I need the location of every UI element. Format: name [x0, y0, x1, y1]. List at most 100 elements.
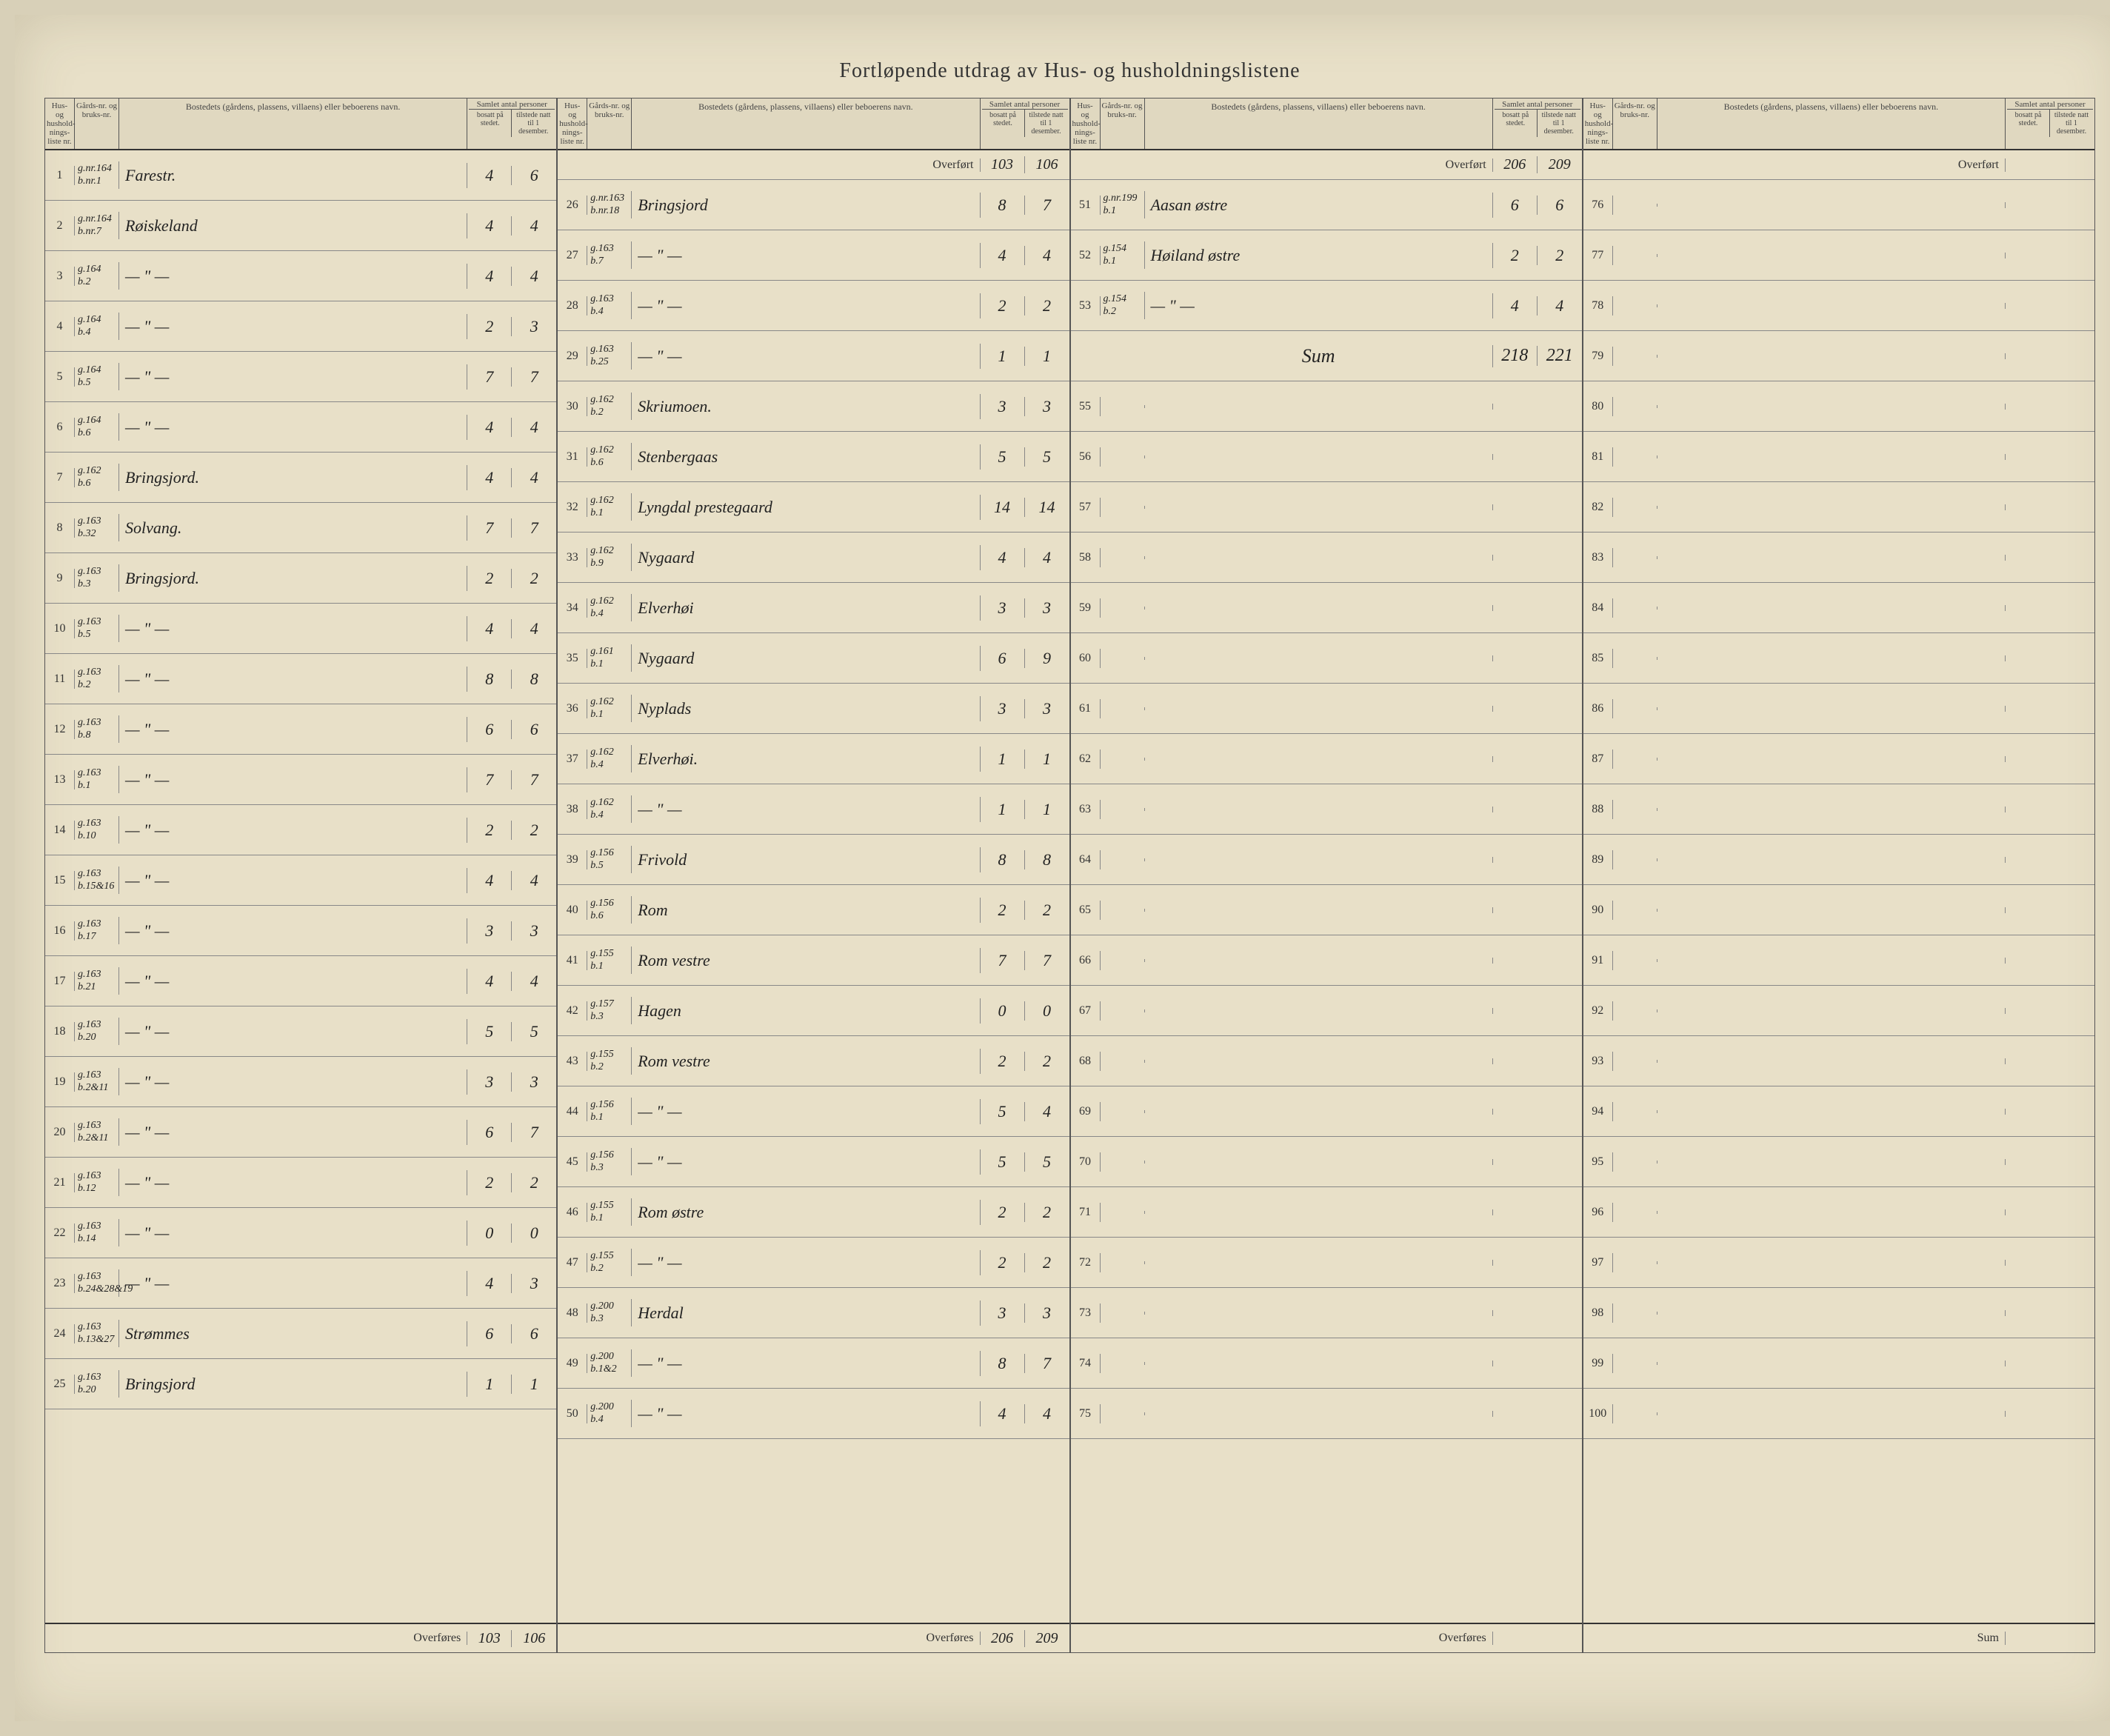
row-gard: g.164b.2 — [75, 262, 119, 290]
row-bosatt: 1 — [981, 347, 1025, 366]
row-num: 51 — [1071, 196, 1101, 215]
row-num: 10 — [45, 619, 75, 638]
row-name: Frivold — [632, 847, 980, 872]
row-tilstede: 0 — [512, 1223, 556, 1243]
row-name: Hagen — [632, 998, 980, 1024]
table-row: 47g.155b.2— " —22 — [558, 1238, 1069, 1288]
row-name: — " — — [119, 1120, 467, 1145]
row-tilstede: 7 — [1025, 1354, 1069, 1373]
row-tilstede: 2 — [1025, 1203, 1069, 1222]
row-tilstede: 5 — [1025, 447, 1069, 467]
row-num: 75 — [1071, 1404, 1101, 1423]
row-bosatt: 8 — [981, 1354, 1025, 1373]
col2-footer: Overføres 206 209 — [558, 1623, 1069, 1652]
table-row: 92 — [1583, 986, 2094, 1036]
row-gard: g.163b.25 — [587, 342, 632, 370]
row-tilstede: 4 — [1538, 296, 1582, 316]
row-bosatt: 8 — [981, 196, 1025, 215]
row-name: — " — — [632, 1401, 980, 1426]
row-gard: g.161b.1 — [587, 644, 632, 672]
row-num: 38 — [558, 800, 587, 819]
row-num: 74 — [1071, 1354, 1101, 1373]
table-row: 85 — [1583, 633, 2094, 684]
table-row: 17g.163b.21— " —44 — [45, 956, 556, 1006]
row-gard: g.155b.2 — [587, 1249, 632, 1277]
row-num: 30 — [558, 397, 587, 416]
table-row: 8g.163b.32Solvang.77 — [45, 503, 556, 553]
col3-footer: Overføres — [1071, 1623, 1582, 1652]
table-row: 41g.155b.1Rom vestre77 — [558, 935, 1069, 986]
row-num: 68 — [1071, 1052, 1101, 1071]
row-gard: g.154b.1 — [1101, 241, 1145, 270]
table-row: 62 — [1071, 734, 1582, 784]
row-num: 58 — [1071, 548, 1101, 567]
row-name: — " — — [119, 1069, 467, 1095]
row-name: Bringsjord — [119, 1372, 467, 1397]
row-num: 8 — [45, 518, 75, 538]
columns-container: Hus- og hushold-nings-liste nr. Gårds-nr… — [44, 98, 2095, 1653]
column-3: Hus- og hushold-nings-liste nr. Gårds-nr… — [1070, 98, 1583, 1653]
table-row: 24g.163b.13&27Strømmes66 — [45, 1309, 556, 1359]
table-row: 69 — [1071, 1086, 1582, 1137]
row-num: 100 — [1583, 1404, 1613, 1423]
table-row: 73 — [1071, 1288, 1582, 1338]
row-tilstede: 8 — [1025, 850, 1069, 869]
row-tilstede: 6 — [1538, 196, 1582, 215]
table-row: 68 — [1071, 1036, 1582, 1086]
table-row: 34g.162b.4Elverhøi33 — [558, 583, 1069, 633]
row-name: — " — — [119, 868, 467, 893]
column-1: Hus- og hushold-nings-liste nr. Gårds-nr… — [44, 98, 557, 1653]
table-row: 91 — [1583, 935, 2094, 986]
row-bosatt: 8 — [467, 670, 512, 689]
row-num: 66 — [1071, 951, 1101, 970]
row-name: — " — — [632, 1250, 980, 1275]
row-name: Solvang. — [119, 515, 467, 541]
table-row: 99 — [1583, 1338, 2094, 1389]
table-row: 3g.164b.2— " —44 — [45, 251, 556, 301]
row-gard: g.155b.1 — [587, 947, 632, 975]
row-bosatt: 4 — [981, 246, 1025, 265]
row-num: 60 — [1071, 649, 1101, 668]
hdr-bostedet: Bostedets (gårdens, plassens, villaens) … — [119, 99, 467, 149]
row-gard: g.162b.6 — [75, 464, 119, 492]
col1-rows: 1g.nr.164b.nr.1Farestr.462g.nr.164b.nr.7… — [45, 150, 556, 1409]
row-bosatt: 2 — [467, 1173, 512, 1192]
row-bosatt: 5 — [981, 1102, 1025, 1121]
row-bosatt: 3 — [467, 1072, 512, 1092]
row-tilstede: 1 — [1025, 347, 1069, 366]
row-num: 15 — [45, 871, 75, 890]
row-num: 21 — [45, 1173, 75, 1192]
table-row: 96 — [1583, 1187, 2094, 1238]
row-num: 49 — [558, 1354, 587, 1373]
row-name: Nygaard — [632, 646, 980, 671]
col4-empty-rows: 7677787980818283848586878889909192939495… — [1583, 180, 2094, 1439]
table-row: 22g.163b.14— " —00 — [45, 1208, 556, 1258]
row-gard: g.163b.15&16 — [75, 867, 119, 895]
row-name: — " — — [119, 969, 467, 994]
row-name: Rom vestre — [632, 1049, 980, 1074]
table-row: 76 — [1583, 180, 2094, 230]
table-row: 16g.163b.17— " —33 — [45, 906, 556, 956]
row-gard: g.163b.24&28&19 — [75, 1269, 119, 1298]
row-bosatt: 1 — [981, 800, 1025, 819]
table-row: 25g.163b.20Bringsjord11 — [45, 1359, 556, 1409]
row-gard: g.156b.1 — [587, 1098, 632, 1126]
row-num: 83 — [1583, 548, 1613, 567]
table-row: 71 — [1071, 1187, 1582, 1238]
table-row: 15g.163b.15&16— " —44 — [45, 855, 556, 906]
row-gard: g.163b.3 — [75, 564, 119, 592]
table-row: 66 — [1071, 935, 1582, 986]
row-num: 16 — [45, 921, 75, 941]
row-num: 59 — [1071, 598, 1101, 618]
row-num: 18 — [45, 1022, 75, 1041]
table-row: 46g.155b.1Rom østre22 — [558, 1187, 1069, 1238]
table-row: 31g.162b.6Stenbergaas55 — [558, 432, 1069, 482]
row-bosatt: 2 — [467, 569, 512, 588]
row-name: Bringsjord — [632, 193, 980, 218]
row-num: 95 — [1583, 1152, 1613, 1172]
row-bosatt: 4 — [467, 418, 512, 437]
table-row: 21g.163b.12— " —22 — [45, 1158, 556, 1208]
row-tilstede: 4 — [512, 267, 556, 286]
row-num: 41 — [558, 951, 587, 970]
col1-header: Hus- og hushold-nings-liste nr. Gårds-nr… — [45, 99, 556, 150]
